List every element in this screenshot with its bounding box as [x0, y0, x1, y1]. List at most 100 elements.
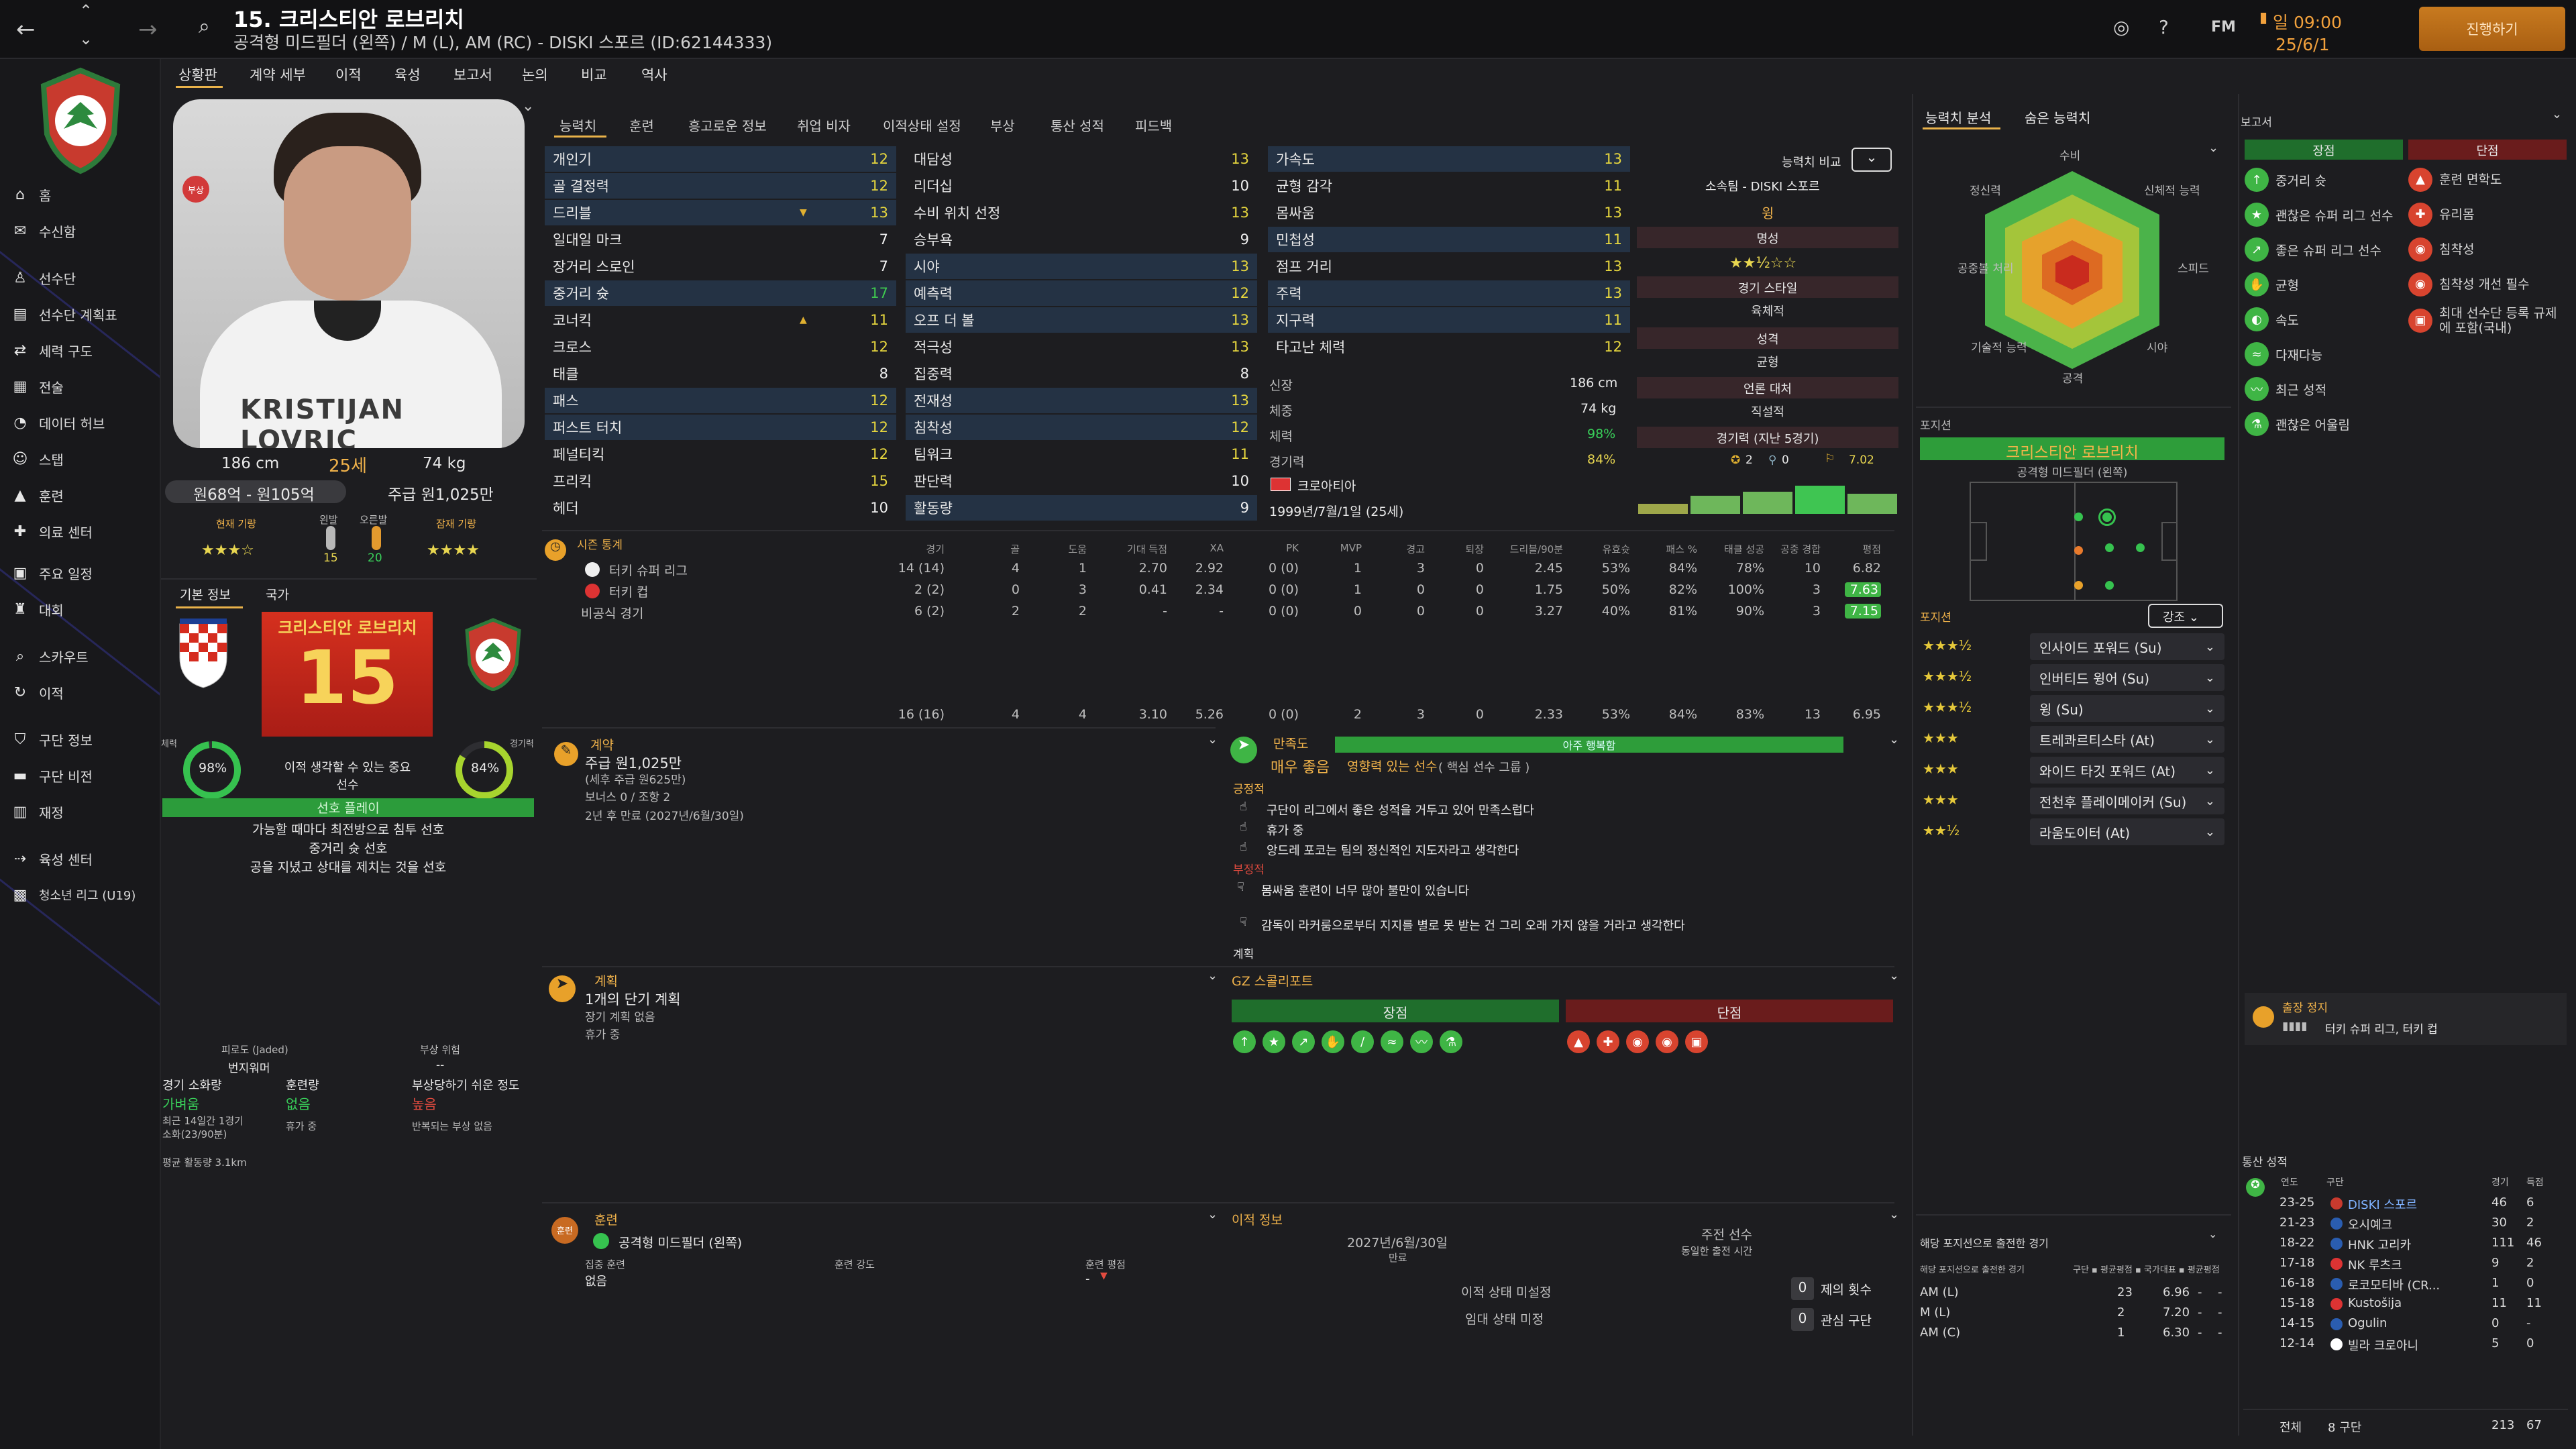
- chevron-down-icon[interactable]: ⌄: [79, 30, 93, 48]
- sidebar-item-transfers[interactable]: 이적: [39, 685, 64, 702]
- history-club[interactable]: Kustošija: [2348, 1296, 2402, 1310]
- sidebar-item-scouting[interactable]: 스카우트: [39, 649, 89, 665]
- role-dropdown[interactable]: 윙 (Su) ⌄: [2030, 695, 2224, 722]
- role-dropdown[interactable]: 트레콰르티스타 (At) ⌄: [2030, 726, 2224, 753]
- history-club[interactable]: HNK 고리카: [2348, 1238, 2412, 1252]
- tab-nation[interactable]: 국가: [266, 588, 289, 602]
- scout-collapse-icon[interactable]: ⌄: [1889, 969, 1900, 983]
- history-club[interactable]: 빌라 크로아니: [2348, 1339, 2419, 1353]
- training-collapse-icon[interactable]: ⌄: [1208, 1208, 1218, 1222]
- scout-pro-chip[interactable]: ↗: [1292, 1030, 1315, 1053]
- tab-basic-info[interactable]: 기본 정보: [180, 588, 231, 602]
- injury-badge[interactable]: 부상: [182, 176, 209, 203]
- scout-pro-chip[interactable]: ★: [1263, 1030, 1285, 1053]
- submenu-compare[interactable]: 비교: [581, 67, 607, 83]
- report-pro-item[interactable]: ↗ 좋은 슈퍼 리그 선수: [2245, 237, 2406, 262]
- contract-title[interactable]: 계약: [590, 738, 614, 753]
- sidebar-item-medical[interactable]: 의료 센터: [39, 524, 93, 541]
- sidebar-item-dynamics[interactable]: 세력 구도: [39, 343, 93, 360]
- submenu-development[interactable]: 육성: [394, 67, 421, 83]
- chevron-up-icon[interactable]: ⌃: [79, 1, 93, 20]
- scout-pro-chip[interactable]: ⚗: [1440, 1030, 1462, 1053]
- report-con-item[interactable]: ▲ 훈련 면학도: [2408, 168, 2567, 192]
- scout-con-chip[interactable]: ▲: [1567, 1030, 1590, 1053]
- report-con-item[interactable]: ◉ 침착성 개선 필수: [2408, 272, 2567, 297]
- sidebar-item-youth-league[interactable]: 청소년 리그 (U19): [39, 889, 136, 903]
- tab-injuries[interactable]: 부상: [990, 118, 1015, 134]
- scout-pro-chip[interactable]: ↑: [1233, 1030, 1256, 1053]
- club-crest-icon[interactable]: [37, 67, 124, 174]
- submenu-reports[interactable]: 보고서: [453, 67, 492, 83]
- sidebar-item-training[interactable]: 훈련: [39, 488, 64, 504]
- sidebar-item-squad[interactable]: 선수단: [39, 270, 76, 287]
- back-arrow-icon[interactable]: ←: [16, 16, 36, 43]
- tab-transfer-status[interactable]: 이적상태 설정: [883, 118, 961, 134]
- training-role[interactable]: 공격형 미드필더 (왼쪽): [619, 1236, 743, 1250]
- stats-row-name[interactable]: 비공식 경기: [581, 606, 644, 621]
- scout-pro-chip[interactable]: ✋: [1322, 1030, 1344, 1053]
- apps-collapse-icon[interactable]: ⌄: [2208, 1228, 2218, 1240]
- scout-pro-chip[interactable]: ∕: [1351, 1030, 1374, 1053]
- report-pro-item[interactable]: ★ 괜찮은 슈퍼 리그 선수: [2245, 203, 2406, 227]
- tab-interesting[interactable]: 흥고로운 정보: [688, 118, 767, 134]
- submenu-history[interactable]: 역사: [641, 67, 667, 83]
- report-con-item[interactable]: ▣ 최대 선수단 등록 규제에 포함(국내): [2408, 306, 2567, 335]
- sidebar-item-data-hub[interactable]: 데이터 허브: [39, 415, 105, 432]
- role-dropdown[interactable]: 전천후 플레이메이커 (Su) ⌄: [2030, 788, 2224, 814]
- role-dropdown[interactable]: 인사이드 포워드 (Su) ⌄: [2030, 633, 2224, 660]
- scout-con-chip[interactable]: ✚: [1597, 1030, 1619, 1053]
- happiness-collapse-icon[interactable]: ⌄: [1889, 733, 1900, 747]
- stats-row-name[interactable]: 터키 컵: [609, 585, 649, 600]
- history-club[interactable]: Ogulin: [2348, 1316, 2387, 1330]
- scout-report-title[interactable]: GZ 스콜리포트: [1232, 974, 1313, 989]
- report-con-item[interactable]: ✚ 유리몸: [2408, 203, 2567, 227]
- report-pro-item[interactable]: ↑ 중거리 슛: [2245, 168, 2406, 192]
- sidebar-item-finance[interactable]: 재정: [39, 804, 64, 821]
- report-pro-item[interactable]: ✋ 균형: [2245, 272, 2406, 297]
- scout-con-chip[interactable]: ◉: [1656, 1030, 1678, 1053]
- transfer-info-title[interactable]: 이적 정보: [1232, 1213, 1283, 1228]
- tab-career-stats[interactable]: 통산 성적: [1051, 118, 1104, 134]
- sidebar-item-schedule[interactable]: 주요 일정: [39, 566, 93, 582]
- stats-row-name[interactable]: 터키 슈퍼 리그: [609, 564, 688, 578]
- scout-pro-chip[interactable]: 〰: [1410, 1030, 1433, 1053]
- season-stats-title[interactable]: 시즌 통계: [577, 539, 623, 552]
- tab-training[interactable]: 훈련: [629, 118, 654, 134]
- sidebar-item-dev-centre[interactable]: 육성 센터: [39, 851, 93, 868]
- tab-work-permit[interactable]: 취업 비자: [797, 118, 851, 134]
- submenu-transfer[interactable]: 이적: [335, 67, 362, 83]
- scout-con-chip[interactable]: ◉: [1626, 1030, 1649, 1053]
- tab-feedback[interactable]: 피드백: [1135, 118, 1173, 134]
- history-club[interactable]: DISKI 스포르: [2348, 1198, 2418, 1212]
- emphasis-dropdown[interactable]: 강조 ⌄: [2148, 604, 2223, 628]
- history-club[interactable]: 로코모티바 (CR...: [2348, 1279, 2440, 1293]
- history-club[interactable]: 오시예크: [2348, 1218, 2393, 1232]
- photo-collapse-icon[interactable]: ⌄: [522, 98, 535, 115]
- compare-dropdown-button[interactable]: ⌄: [1851, 148, 1892, 172]
- plans-collapse-icon[interactable]: ⌄: [1208, 969, 1218, 983]
- role-dropdown[interactable]: 인버티드 윙어 (Su) ⌄: [2030, 664, 2224, 691]
- report-pro-item[interactable]: ⚗ 괜찮은 어울림: [2245, 412, 2406, 436]
- fm-logo[interactable]: FM: [2211, 19, 2236, 36]
- role-dropdown[interactable]: 와이드 타깃 포워드 (At) ⌄: [2030, 757, 2224, 784]
- analysis-collapse-icon[interactable]: ⌄: [2208, 141, 2219, 155]
- reports-collapse-icon[interactable]: ⌄: [2552, 107, 2563, 121]
- value-pill[interactable]: [165, 480, 346, 503]
- scout-con-chip[interactable]: ▣: [1685, 1030, 1708, 1053]
- sidebar-item-competitions[interactable]: 대회: [39, 602, 64, 619]
- submenu-contract[interactable]: 계약 세부: [250, 67, 306, 83]
- plans-title[interactable]: 계획: [594, 974, 618, 989]
- history-club[interactable]: NK 루츠크: [2348, 1258, 2402, 1273]
- sidebar-item-club-info[interactable]: 구단 정보: [39, 732, 93, 749]
- contract-collapse-icon[interactable]: ⌄: [1208, 733, 1218, 747]
- happiness-title[interactable]: 만족도: [1273, 737, 1309, 751]
- sidebar-item-inbox[interactable]: 수신함: [39, 223, 76, 240]
- sidebar-item-tactics[interactable]: 전술: [39, 379, 64, 396]
- scout-pro-chip[interactable]: ≈: [1381, 1030, 1403, 1053]
- sidebar-item-staff[interactable]: 스탭: [39, 451, 64, 468]
- role-dropdown[interactable]: 라움도이터 (At) ⌄: [2030, 818, 2224, 845]
- training-title[interactable]: 훈련: [594, 1213, 618, 1228]
- report-pro-item[interactable]: 〰 최근 성적: [2245, 377, 2406, 401]
- report-con-item[interactable]: ◉ 침착성: [2408, 237, 2567, 262]
- tab-hidden-attributes[interactable]: 숨은 능력치: [2025, 110, 2091, 126]
